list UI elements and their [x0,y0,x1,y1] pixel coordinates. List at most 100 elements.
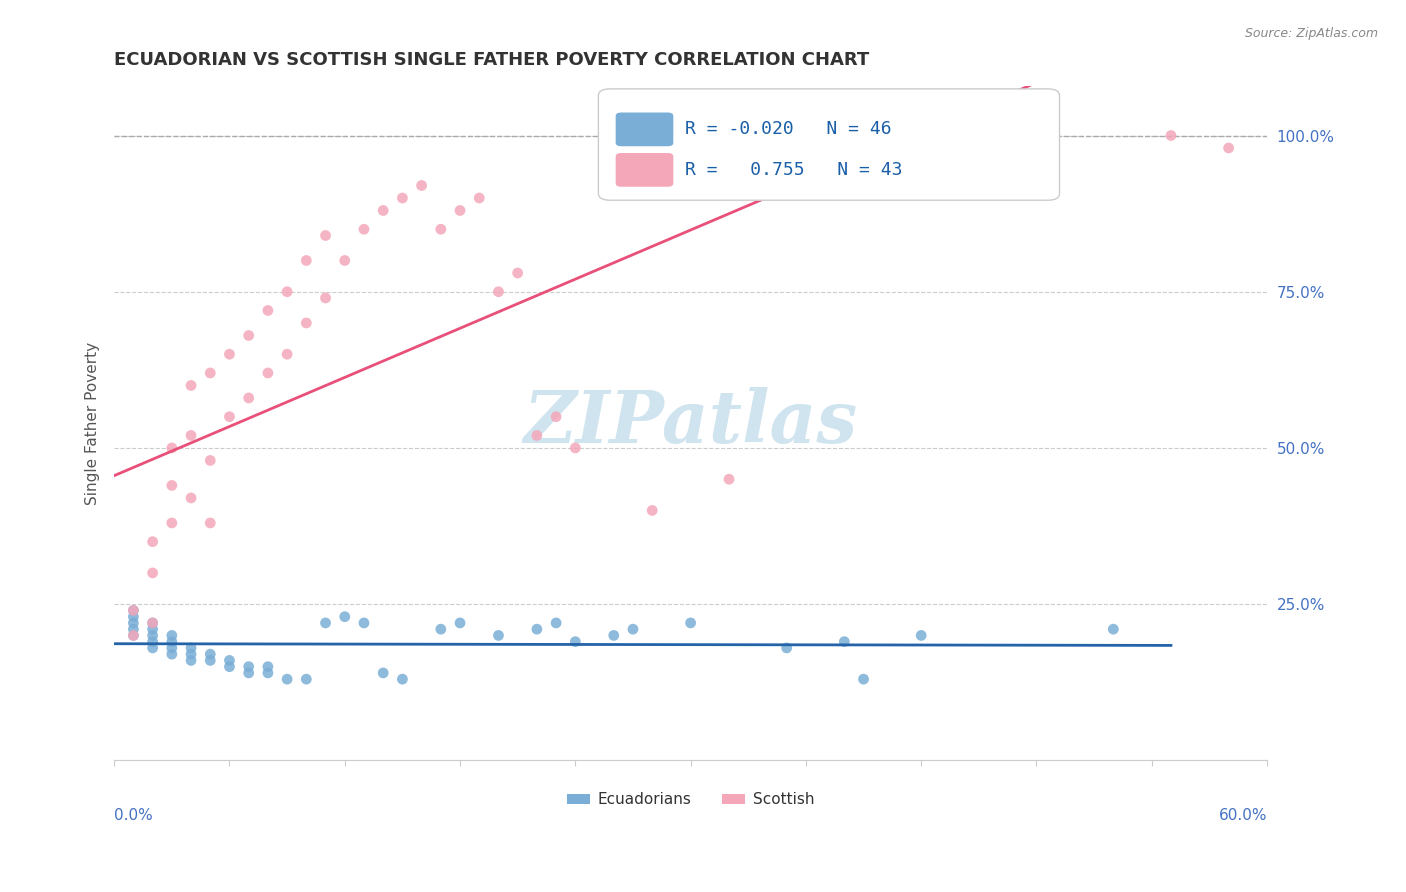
Point [160,478,183,492]
Point [1160,128,1182,143]
Point [430,222,453,236]
Point [122,603,145,617]
Point [430,622,453,636]
Point [488,285,510,299]
Point [122,628,145,642]
Point [160,516,183,530]
Point [257,366,280,380]
Text: 60.0%: 60.0% [1219,807,1267,822]
Point [852,672,875,686]
Point [218,659,240,673]
Legend: Ecuadorians, Scottish: Ecuadorians, Scottish [561,786,820,814]
Point [180,491,202,505]
Point [122,628,145,642]
Point [295,253,318,268]
Point [449,203,471,218]
Point [142,566,165,580]
Text: R = -0.020   N = 46: R = -0.020 N = 46 [685,120,891,138]
Point [353,222,375,236]
Point [315,291,337,305]
Point [180,653,202,667]
FancyBboxPatch shape [616,153,673,186]
Point [238,665,260,680]
Point [373,665,395,680]
Point [142,628,165,642]
Point [276,285,298,299]
Point [910,628,932,642]
Point [546,615,568,630]
Point [526,622,548,636]
Point [200,366,222,380]
FancyBboxPatch shape [616,112,673,146]
Point [333,253,356,268]
Point [142,622,165,636]
Point [238,328,260,343]
Point [411,178,433,193]
Text: ECUADORIAN VS SCOTTISH SINGLE FATHER POVERTY CORRELATION CHART: ECUADORIAN VS SCOTTISH SINGLE FATHER POV… [114,51,869,69]
Point [603,628,626,642]
Point [180,378,202,392]
Point [200,516,222,530]
Point [142,615,165,630]
Point [160,647,183,661]
Y-axis label: Single Father Poverty: Single Father Poverty [86,342,100,505]
Point [506,266,529,280]
Point [526,428,548,442]
Point [834,634,856,648]
Point [238,391,260,405]
Point [333,609,356,624]
Text: ZIPatlas: ZIPatlas [523,387,858,458]
Point [449,615,471,630]
Point [122,603,145,617]
Point [180,647,202,661]
Point [546,409,568,424]
Point [142,634,165,648]
Point [200,653,222,667]
Point [238,659,260,673]
Point [315,615,337,630]
Point [468,191,491,205]
Point [373,203,395,218]
Point [564,634,586,648]
Point [180,640,202,655]
Point [142,534,165,549]
Point [257,659,280,673]
Point [353,615,375,630]
Point [160,640,183,655]
Point [295,672,318,686]
Point [621,622,644,636]
Point [679,615,702,630]
Point [218,653,240,667]
Point [160,634,183,648]
Point [315,228,337,243]
Point [564,441,586,455]
Point [276,347,298,361]
Point [641,503,664,517]
Text: Source: ZipAtlas.com: Source: ZipAtlas.com [1244,27,1378,40]
Point [257,665,280,680]
FancyBboxPatch shape [599,89,1060,200]
Point [718,472,741,486]
Point [776,640,799,655]
Point [218,409,240,424]
Point [1102,622,1125,636]
Point [200,453,222,467]
Point [142,640,165,655]
Point [160,628,183,642]
Text: 0.0%: 0.0% [114,807,153,822]
Point [122,622,145,636]
Point [200,647,222,661]
Point [1218,141,1240,155]
Point [122,609,145,624]
Point [180,428,202,442]
Point [218,347,240,361]
Point [257,303,280,318]
Point [391,191,413,205]
Point [122,615,145,630]
Point [391,672,413,686]
Point [142,615,165,630]
Point [488,628,510,642]
Point [295,316,318,330]
Text: R =   0.755   N = 43: R = 0.755 N = 43 [685,161,903,179]
Point [276,672,298,686]
